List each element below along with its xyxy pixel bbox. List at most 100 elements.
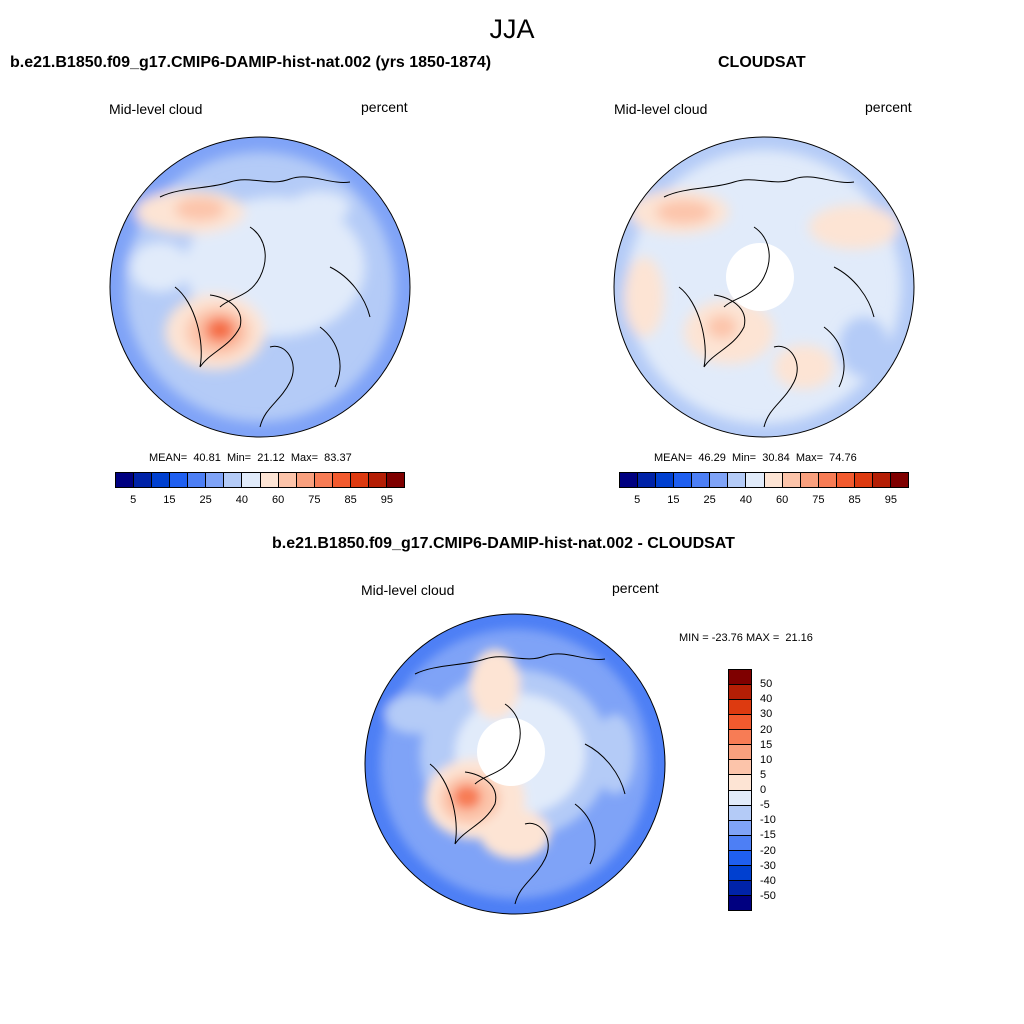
colorbar-swatch bbox=[746, 473, 765, 487]
colorbar-swatch bbox=[710, 473, 729, 487]
colorbar-swatch bbox=[620, 473, 639, 487]
colorbar-swatch bbox=[206, 473, 225, 487]
panel3-colorbar-ticks: 50 40 30 20 15 10 5 0 -5 -10 -15 -20 -30 -40 -50 bbox=[760, 669, 800, 911]
colorbar-swatch bbox=[260, 473, 279, 487]
colorbar-swatch bbox=[729, 835, 751, 851]
colorbar-tick-label: 20 bbox=[760, 723, 773, 736]
colorbar-tick-label: -40 bbox=[760, 874, 776, 887]
panel2-variable-label: Mid-level cloud bbox=[614, 101, 708, 117]
colorbar-swatch bbox=[729, 700, 751, 716]
colorbar-tick-label: 75 bbox=[812, 494, 825, 506]
colorbar-swatch bbox=[729, 865, 751, 881]
colorbar-swatch bbox=[729, 790, 751, 806]
colorbar-swatch bbox=[729, 715, 751, 731]
panel1-stats: MEAN= 40.81 Min= 21.12 Max= 83.37 bbox=[149, 452, 352, 464]
colorbar-tick-label: 95 bbox=[380, 494, 393, 506]
colorbar-swatch bbox=[729, 760, 751, 776]
panel3-colorbar bbox=[728, 669, 752, 911]
colorbar-swatch bbox=[890, 473, 908, 487]
colorbar-swatch bbox=[134, 473, 153, 487]
panel2-units-label: percent bbox=[865, 99, 912, 115]
colorbar-swatch bbox=[728, 473, 747, 487]
panel2-polar-map bbox=[613, 136, 915, 438]
panel2-title: CLOUDSAT bbox=[718, 54, 806, 71]
colorbar-tick-label: 5 bbox=[634, 494, 641, 506]
colorbar-tick-label: 15 bbox=[163, 494, 176, 506]
colorbar-tick-label: 85 bbox=[344, 494, 357, 506]
panel3-polar-difference-map bbox=[364, 613, 666, 915]
colorbar-swatch bbox=[729, 805, 751, 821]
colorbar-swatch bbox=[764, 473, 783, 487]
panel2-stats: MEAN= 46.29 Min= 30.84 Max= 74.76 bbox=[654, 452, 857, 464]
colorbar-tick-label: 50 bbox=[760, 678, 773, 691]
colorbar-swatch bbox=[350, 473, 369, 487]
colorbar-tick-label: 5 bbox=[760, 768, 767, 781]
colorbar-tick-label: -15 bbox=[760, 829, 776, 842]
panel1-colorbar bbox=[115, 472, 405, 488]
colorbar-swatch bbox=[674, 473, 693, 487]
colorbar-tick-label: 60 bbox=[776, 494, 789, 506]
colorbar-swatch bbox=[242, 473, 261, 487]
colorbar-swatch bbox=[296, 473, 315, 487]
panel2-colorbar-ticks: 5 15 25 40 60 75 85 95 bbox=[619, 494, 909, 508]
colorbar-tick-label: -30 bbox=[760, 859, 776, 872]
panel2-colorbar bbox=[619, 472, 909, 488]
colorbar-swatch bbox=[854, 473, 873, 487]
panel3-units-label: percent bbox=[612, 580, 659, 596]
colorbar-tick-label: -20 bbox=[760, 844, 776, 857]
colorbar-swatch bbox=[729, 895, 751, 910]
colorbar-swatch bbox=[729, 685, 751, 701]
colorbar-tick-label: -50 bbox=[760, 889, 776, 902]
colorbar-tick-label: -10 bbox=[760, 814, 776, 827]
colorbar-swatch bbox=[729, 745, 751, 761]
colorbar-swatch bbox=[692, 473, 711, 487]
colorbar-tick-label: 85 bbox=[848, 494, 861, 506]
colorbar-swatch bbox=[170, 473, 189, 487]
colorbar-swatch bbox=[729, 820, 751, 836]
colorbar-tick-label: 25 bbox=[199, 494, 212, 506]
colorbar-swatch bbox=[224, 473, 243, 487]
panel1-units-label: percent bbox=[361, 99, 408, 115]
colorbar-swatch bbox=[314, 473, 333, 487]
colorbar-swatch bbox=[729, 775, 751, 791]
colorbar-tick-label: 60 bbox=[272, 494, 285, 506]
colorbar-swatch bbox=[818, 473, 837, 487]
colorbar-swatch bbox=[638, 473, 657, 487]
colorbar-tick-label: 40 bbox=[235, 494, 248, 506]
panel1-polar-map bbox=[109, 136, 411, 438]
colorbar-swatch bbox=[656, 473, 675, 487]
colorbar-tick-label: 5 bbox=[130, 494, 137, 506]
panel3-stats: MIN = -23.76 MAX = 21.16 bbox=[679, 632, 813, 644]
colorbar-tick-label: 95 bbox=[884, 494, 897, 506]
colorbar-tick-label: 25 bbox=[703, 494, 716, 506]
colorbar-swatch bbox=[836, 473, 855, 487]
colorbar-tick-label: 75 bbox=[308, 494, 321, 506]
colorbar-swatch bbox=[368, 473, 387, 487]
colorbar-swatch bbox=[116, 473, 135, 487]
colorbar-tick-label: -5 bbox=[760, 799, 770, 812]
colorbar-tick-label: 40 bbox=[739, 494, 752, 506]
colorbar-tick-label: 15 bbox=[760, 738, 773, 751]
colorbar-tick-label: 15 bbox=[667, 494, 680, 506]
colorbar-swatch bbox=[152, 473, 171, 487]
colorbar-swatch bbox=[729, 850, 751, 866]
panel3-variable-label: Mid-level cloud bbox=[361, 582, 455, 598]
colorbar-tick-label: 30 bbox=[760, 708, 773, 721]
panel3-title: b.e21.B1850.f09_g17.CMIP6-DAMIP-hist-nat… bbox=[272, 535, 735, 552]
colorbar-swatch bbox=[729, 730, 751, 746]
colorbar-swatch bbox=[729, 670, 751, 686]
panel1-title: b.e21.B1850.f09_g17.CMIP6-DAMIP-hist-nat… bbox=[10, 54, 492, 71]
colorbar-tick-label: 10 bbox=[760, 753, 773, 766]
colorbar-swatch bbox=[188, 473, 207, 487]
panel1-colorbar-ticks: 5 15 25 40 60 75 85 95 bbox=[115, 494, 405, 508]
colorbar-swatch bbox=[729, 880, 751, 896]
colorbar-swatch bbox=[800, 473, 819, 487]
colorbar-swatch bbox=[332, 473, 351, 487]
colorbar-swatch bbox=[278, 473, 297, 487]
colorbar-swatch bbox=[386, 473, 404, 487]
panel1-variable-label: Mid-level cloud bbox=[109, 101, 203, 117]
colorbar-tick-label: 0 bbox=[760, 784, 767, 796]
colorbar-tick-label: 40 bbox=[760, 693, 773, 706]
colorbar-swatch bbox=[872, 473, 891, 487]
main-title: JJA bbox=[489, 14, 535, 44]
